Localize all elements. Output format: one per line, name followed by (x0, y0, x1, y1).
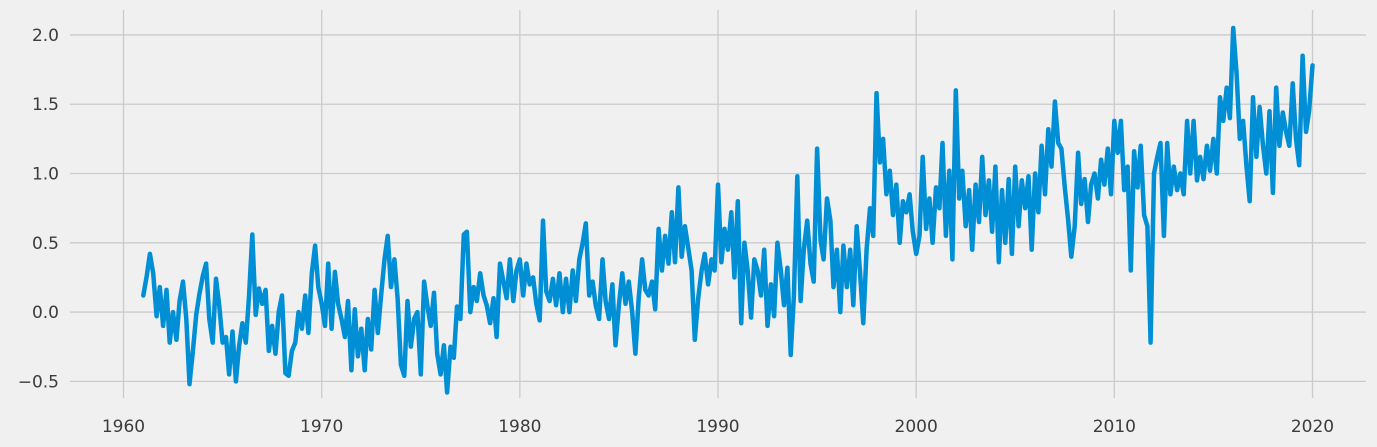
x-tick-label: 1970 (300, 417, 343, 437)
x-tick-label: 2020 (1291, 417, 1334, 437)
y-tick-label: −0.5 (18, 372, 59, 392)
y-axis-tick-labels: −0.5 0.0 0.5 1.0 1.5 2.0 (18, 26, 59, 392)
x-tick-label: 2010 (1093, 417, 1136, 437)
x-tick-label: 1960 (102, 417, 145, 437)
y-tick-label: 0.0 (32, 303, 59, 323)
series-layer (141, 25, 1315, 395)
series-line-0 (141, 25, 1315, 395)
x-tick-label: 1980 (498, 417, 541, 437)
x-tick-label: 1990 (696, 417, 739, 437)
y-tick-label: 1.5 (32, 95, 59, 115)
x-tick-label: 2000 (895, 417, 938, 437)
y-tick-label: 2.0 (32, 26, 59, 46)
y-tick-label: 0.5 (32, 234, 59, 254)
x-axis-tick-labels: 1960 1970 1980 1990 2000 2010 2020 (102, 417, 1334, 437)
y-tick-label: 1.0 (32, 165, 59, 185)
